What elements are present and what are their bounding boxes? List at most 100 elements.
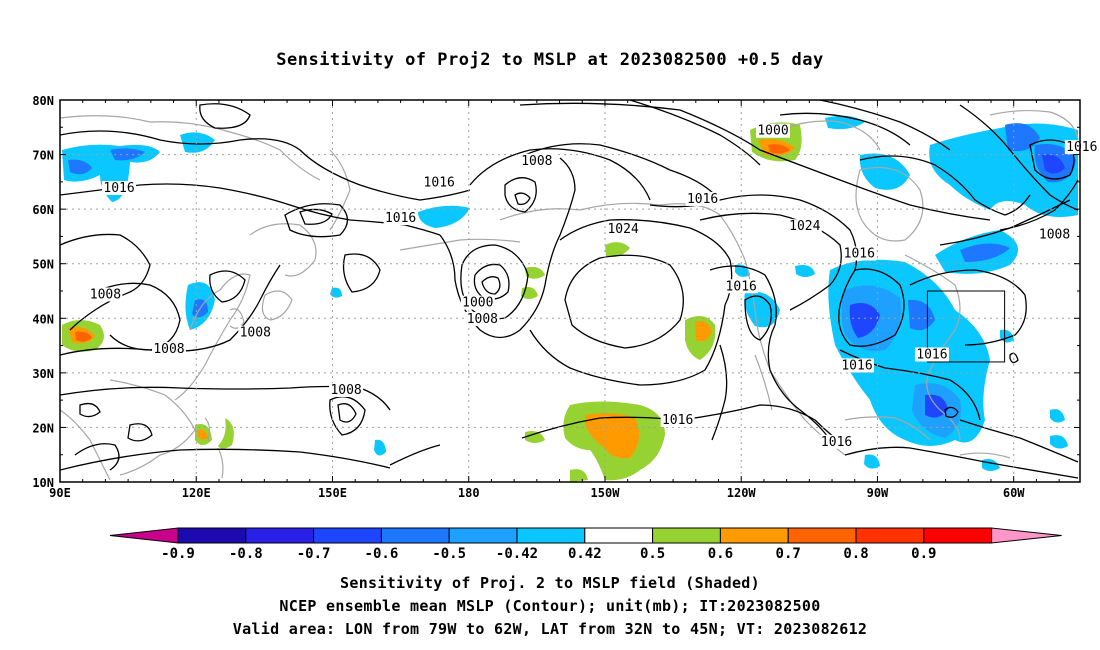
caption-shading: Sensitivity of Proj. 2 to MSLP field (Sh…: [340, 574, 760, 592]
mslp-contour: [564, 254, 684, 349]
coastline-asia-north: [60, 115, 321, 181]
coastline-india: [60, 409, 111, 481]
contour-label: 1016: [687, 192, 718, 207]
colorbar-label: -0.5: [432, 546, 466, 562]
mslp-contour: [199, 103, 251, 129]
contour-label-bg: [756, 123, 791, 138]
colorbar-swatch: [584, 527, 654, 544]
contour-label: 1000: [462, 296, 493, 311]
positive-area: [605, 242, 630, 257]
positive-area: [768, 144, 790, 154]
negative-area: [1050, 409, 1065, 423]
coastline-philippines: [217, 447, 224, 479]
contour-label-bg: [660, 412, 695, 427]
coastline-taiwan: [204, 417, 211, 441]
mslp-contour: [909, 269, 1027, 346]
mslp-contour: [779, 112, 911, 146]
negative-area: [62, 144, 160, 202]
caption-valid-area: Valid area: LON from 79W to 62W, LAT fro…: [232, 620, 868, 638]
lat-label: 20N: [32, 421, 54, 435]
contour-label: 1016: [726, 279, 757, 294]
positive-area: [198, 429, 208, 440]
mslp-contour: [473, 263, 510, 300]
contour-label-bg: [842, 246, 877, 261]
contour-label: 1008: [153, 342, 184, 357]
mslp-contour: [337, 403, 357, 423]
coastline-east-asia: [174, 273, 251, 401]
axis-labels: 90E 120E 150E 180 150W 120W 90W 60W 80N 70N 60N 50N…: [32, 94, 1025, 500]
contour-label: 1016: [662, 413, 693, 428]
contour-label: 1008: [1039, 227, 1070, 242]
lon-label: 90E: [49, 486, 71, 500]
coastline-gulf: [844, 416, 931, 441]
positive-area: [525, 266, 545, 279]
coastline-aleutians: [399, 238, 521, 251]
coastline-greenland: [989, 109, 1079, 141]
contour-label: 1000: [757, 124, 788, 139]
colorbar-over-triangle: [991, 527, 1062, 544]
contour-label: 1016: [916, 347, 947, 362]
colorbar: -0.9 -0.8 -0.7 -0.6 -0.5 -0.42 0.42 0.5 0.6 0.7 0.…: [109, 527, 1062, 562]
mslp-contour: [79, 402, 101, 418]
negative-area: [864, 454, 880, 469]
colorbar-label: 0.5: [640, 546, 665, 562]
colorbar-label: 0.7: [776, 546, 801, 562]
mslp-contour: [939, 199, 1071, 246]
axis-ticks: [59, 99, 1080, 483]
contour-label: 1008: [90, 287, 121, 302]
mslp-contour: [709, 265, 831, 441]
mslp-contour: [711, 344, 728, 441]
mslp-contour: [74, 443, 120, 471]
mslp-contour: [999, 179, 1079, 231]
coastline-kamchatka: [329, 149, 351, 231]
contour-label: 1016: [103, 181, 134, 196]
mslp-contour: [819, 100, 951, 151]
colorbar-under-triangle: [109, 527, 179, 544]
coastline-arctic-islands: [779, 120, 881, 151]
contour-label-bg: [914, 347, 949, 362]
valid-area-box: [926, 290, 1006, 363]
mslp-contour: [284, 203, 349, 238]
contour-label-bg: [151, 342, 186, 357]
lat-label: 60N: [32, 203, 54, 217]
lat-label: 80N: [32, 94, 54, 108]
lon-label: 60W: [1003, 486, 1025, 500]
mslp-contour: [342, 253, 381, 293]
positive-area: [75, 331, 92, 342]
mslp-contour: [469, 148, 651, 201]
lon-label: 120W: [727, 486, 757, 500]
colorbar-swatch: [719, 527, 789, 544]
positive-area: [585, 413, 639, 459]
mslp-contour: [329, 396, 366, 436]
coastline-hudson: [855, 166, 924, 242]
mslp-contour: [529, 304, 726, 386]
lat-label: 40N: [32, 312, 54, 326]
mslp-contour: [944, 406, 959, 418]
colorbar-swatch: [923, 527, 993, 544]
mslp-contour: [127, 423, 153, 442]
colorbar-label: -0.8: [229, 546, 263, 562]
coastline-caribbean: [959, 452, 1011, 459]
contour-label: 1008: [467, 312, 498, 327]
colorbar-swatch: [177, 527, 247, 544]
contour-label-bg: [606, 221, 641, 236]
mslp-contour: [1029, 139, 1075, 180]
mslp-contour: [209, 270, 246, 303]
coastline-alaska: [499, 202, 746, 261]
negative-area: [825, 115, 865, 130]
negative-area: [960, 243, 1010, 262]
contour-label: 1008: [330, 383, 361, 398]
lat-label: 70N: [32, 149, 54, 163]
colorbar-label: 0.8: [843, 546, 868, 562]
mslp-contour: [524, 143, 716, 196]
mslp-contour: [959, 419, 1079, 463]
contour-label: 1016: [385, 211, 416, 226]
negative-area: [330, 287, 342, 298]
contour-label: 1024: [607, 222, 638, 237]
colorbar-swatch: [245, 527, 315, 544]
negative-area: [68, 159, 92, 175]
contour-label: 1016: [841, 358, 872, 373]
colorbar-swatch: [855, 527, 925, 544]
contour-label-bg: [88, 287, 123, 302]
negative-area: [1050, 435, 1068, 449]
